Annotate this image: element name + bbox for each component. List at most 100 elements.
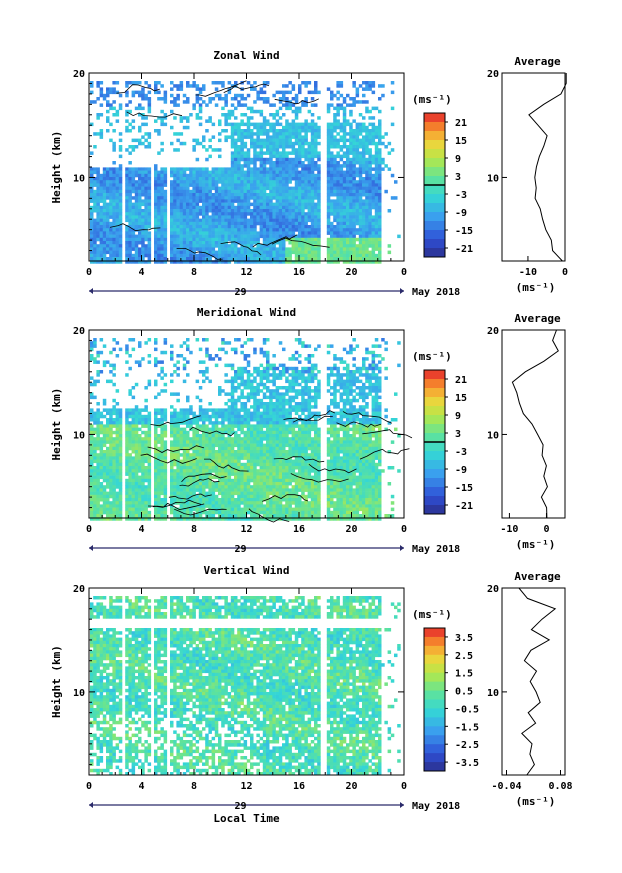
colorbar-tick-label: 3.5 — [455, 633, 473, 644]
colorbar-swatch — [424, 744, 445, 754]
date-day-label: 29 — [234, 544, 246, 555]
y-axis-label: Height (km) — [50, 131, 63, 204]
colorbar-frame — [423, 627, 446, 772]
colorbar-tick-label: -21 — [455, 501, 473, 512]
x-tick-label: 20 — [345, 524, 357, 535]
colorbar-tick-label: -3 — [455, 190, 467, 201]
y-tick-label: 10 — [73, 430, 85, 441]
colorbar-tick-label: 3 — [455, 429, 461, 440]
colorbar: (ms⁻¹) 21 15 9 3 -3 -9 -15 -21 — [412, 93, 473, 258]
colorbar-swatch — [424, 753, 445, 763]
x-tick-label: 8 — [191, 267, 197, 278]
x-tick-label: 8 — [191, 524, 197, 535]
colorbar-tick-label: 15 — [455, 136, 467, 147]
average-profile: Average 10 20 -10 0 (ms⁻¹) — [487, 55, 568, 294]
colorbar-swatch — [424, 690, 445, 700]
profile-frame — [501, 329, 566, 519]
y-axis-label: Height (km) — [50, 388, 63, 461]
colorbar-unit: (ms⁻¹) — [412, 93, 452, 106]
profile-y-tick-label: 10 — [487, 173, 499, 184]
profile-line — [511, 329, 559, 519]
colorbar-swatch — [424, 726, 445, 736]
colorbar-tick-label: -9 — [455, 465, 467, 476]
colorbar-swatch — [424, 388, 445, 398]
y-tick-label: 20 — [73, 69, 85, 80]
date-bar-end-arrow — [400, 288, 404, 294]
colorbar-tick-label: 1.5 — [455, 669, 473, 680]
colorbar-swatch — [424, 735, 445, 745]
x-tick-label: 12 — [240, 524, 252, 535]
colorbar-swatch — [424, 451, 445, 461]
colorbar-tick-label: 9 — [455, 411, 461, 422]
colorbar-swatch — [424, 212, 445, 222]
chart-title: Meridional Wind — [197, 306, 296, 319]
colorbar-swatch — [424, 672, 445, 683]
chart-panel-1: Zonal Wind 0 4 8 12 16 20 0 10 20 Height (km) 29 May… — [50, 49, 568, 298]
y-tick-label: 10 — [73, 688, 85, 699]
y-tick-label: 20 — [73, 326, 85, 337]
x-tick-label: 0 — [401, 781, 407, 792]
colorbar-swatch — [424, 505, 445, 515]
x-axis-label: Local Time — [213, 812, 280, 825]
average-profile: Average 10 20 -0.04 0.08 (ms⁻¹) — [487, 570, 573, 808]
profile-x-tick-label: 0 — [562, 267, 568, 278]
chart-title: Zonal Wind — [213, 49, 279, 62]
date-month-label: May 2018 — [412, 801, 460, 812]
profile-frame — [501, 587, 566, 776]
colorbar-unit: (ms⁻¹) — [412, 608, 452, 621]
date-bar-end-arrow — [400, 802, 404, 808]
x-axis: 0 4 8 12 16 20 0 — [86, 73, 407, 278]
chart-title: Vertical Wind — [203, 564, 289, 577]
date-bar-start-arrow — [89, 802, 93, 808]
y-axis-label: Height (km) — [50, 645, 63, 718]
colorbar-swatch — [424, 433, 445, 443]
colorbar-swatch — [424, 496, 445, 506]
colorbar-swatch — [424, 663, 445, 674]
colorbar-swatch — [424, 248, 445, 258]
colorbar-swatch — [424, 708, 445, 718]
colorbar-swatch — [424, 113, 445, 123]
profile-x-tick-label: -10 — [519, 267, 537, 278]
date-bar-end-arrow — [400, 545, 404, 551]
colorbar-tick-label: 21 — [455, 118, 467, 129]
colorbar-tick-label: -15 — [455, 226, 473, 237]
x-tick-label: 4 — [138, 267, 144, 278]
date-bar-start-arrow — [89, 288, 93, 294]
colorbar-tick-label: -1.5 — [455, 722, 479, 733]
colorbar-swatch — [424, 239, 445, 249]
chart-panel-2: Meridional Wind 0 4 8 12 16 20 0 10 20 Height (km)… — [50, 306, 566, 555]
colorbar-tick-label: -9 — [455, 208, 467, 219]
colorbar-swatch — [424, 478, 445, 488]
colorbar-swatch — [424, 628, 445, 638]
colorbar-swatch — [424, 194, 445, 204]
heatmap-cells — [90, 81, 401, 264]
colorbar-tick-label: -0.5 — [455, 704, 479, 715]
colorbar-unit: (ms⁻¹) — [412, 350, 452, 363]
x-tick-label: 4 — [138, 781, 144, 792]
colorbar-swatch — [424, 762, 445, 772]
colorbar-swatch — [424, 654, 445, 665]
x-tick-label: 4 — [138, 524, 144, 535]
colorbar-swatch — [424, 699, 445, 709]
x-tick-label: 12 — [240, 267, 252, 278]
x-tick-label: 0 — [401, 524, 407, 535]
colorbar-swatch — [424, 149, 445, 159]
profile-x-label: (ms⁻¹) — [516, 538, 556, 551]
y-axis: 10 20 Height (km) — [50, 584, 404, 766]
colorbar-swatch — [424, 397, 445, 407]
colorbar-tick-label: -3 — [455, 447, 467, 458]
profile-x-label: (ms⁻¹) — [516, 795, 556, 808]
colorbar: (ms⁻¹) 3.5 2.5 1.5 0.5 -0.5 -1.5 -2.5 -3.5 — [412, 608, 479, 772]
date-day-label: 29 — [234, 801, 246, 812]
colorbar-swatch — [424, 460, 445, 470]
profile-line — [528, 73, 567, 262]
colorbar-tick-label: -2.5 — [455, 740, 479, 751]
colorbar-swatch — [424, 379, 445, 389]
profile-y-tick-label: 10 — [487, 688, 499, 699]
contour-lines — [109, 80, 330, 260]
y-tick-label: 20 — [73, 584, 85, 595]
profile-y-tick-label: 20 — [487, 326, 499, 337]
colorbar-tick-label: 2.5 — [455, 651, 473, 662]
profile-title: Average — [514, 570, 561, 583]
